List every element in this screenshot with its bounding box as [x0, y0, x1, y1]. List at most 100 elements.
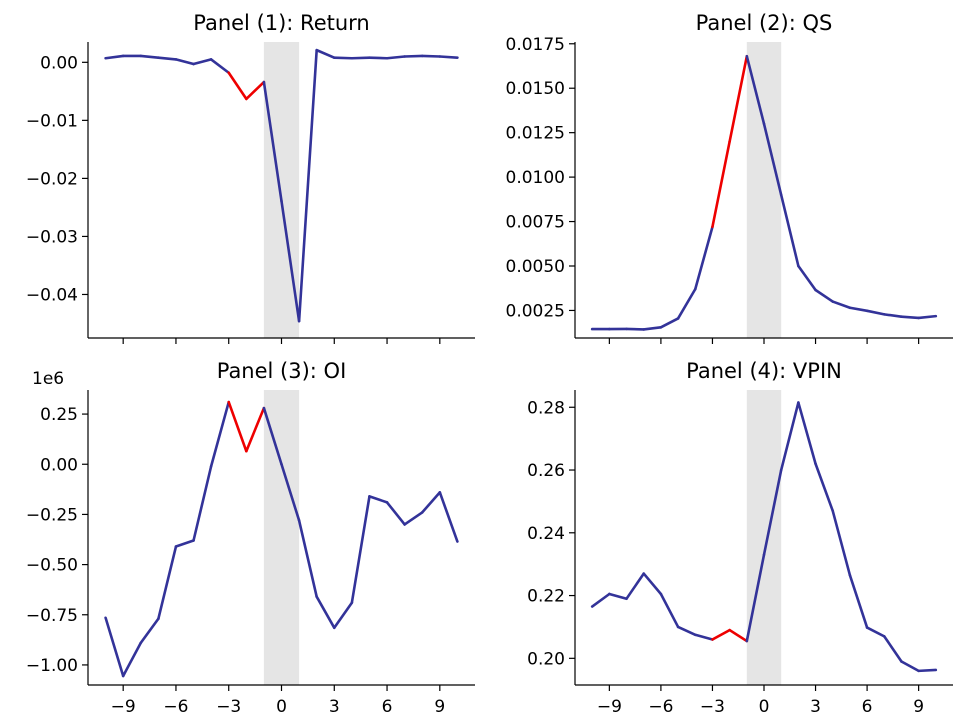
series-line-segment	[385, 501, 406, 526]
series-line-segment	[192, 58, 213, 66]
series-line-segment	[676, 625, 697, 637]
x-tick-label: 9	[434, 697, 445, 717]
panel-title: Panel (4): VPIN	[686, 359, 842, 383]
event-window-shade	[746, 42, 782, 338]
x-tick-label: 3	[810, 697, 821, 717]
series-line-segment	[917, 314, 938, 320]
series-line-segment	[403, 511, 424, 526]
series-line-segment	[262, 406, 283, 466]
panel-3: 0.25 0.00 −0.25 −0.50 −0.75 −1.00 −9 −6 −3 0 3 6 9 Pa…	[26, 359, 475, 717]
y-tick-label: −0.50	[26, 556, 78, 576]
series-line-segment	[420, 491, 442, 514]
series-line-segment	[693, 225, 714, 291]
y-tick-label: −0.04	[26, 285, 78, 305]
panel-2: 0.0025 0.0050 0.0075 0.0100 0.0125 0.0150 0.01…	[506, 11, 953, 344]
y-tick-label: 0.26	[527, 461, 565, 481]
series-line-segment	[368, 495, 389, 504]
y-tick-label: 0.28	[527, 398, 565, 418]
series-line-segment	[315, 595, 336, 630]
series-line-segment	[315, 48, 336, 59]
series-line-segment	[174, 539, 195, 548]
series-line-segment	[917, 668, 938, 673]
series-line-segment	[297, 519, 318, 599]
highlight-line-segment	[227, 71, 248, 101]
series-line-segment	[192, 464, 213, 542]
series-line-segment	[814, 462, 835, 513]
series-line-segment	[642, 326, 663, 331]
y-tick-label: −0.25	[26, 505, 78, 525]
series-line-segment	[831, 300, 852, 310]
panel-1: 0.00 −0.01 −0.02 −0.03 −0.04 Panel (1): Retur…	[26, 11, 475, 344]
y-tick-label: 0.25	[40, 405, 78, 425]
series-line-segment	[121, 641, 143, 678]
series-line-segment	[745, 553, 766, 643]
x-tick-label: 9	[913, 697, 924, 717]
series-line-segment	[385, 55, 406, 60]
series-line-segment	[280, 199, 301, 323]
series-line-segment	[693, 633, 714, 641]
series-line-segment	[139, 617, 160, 645]
series-line-segment	[608, 592, 628, 600]
x-tick-label: 0	[276, 697, 287, 717]
series-line-segment	[745, 54, 766, 126]
y-tick-label: 0.0175	[506, 35, 565, 55]
series-line-segment	[814, 288, 835, 303]
y-tick-label: 0.0050	[506, 257, 565, 277]
series-line-segment	[848, 306, 869, 313]
series-line-segment	[779, 193, 800, 268]
y-tick-label: −0.75	[26, 606, 78, 626]
y-tick-label: 0.0025	[506, 301, 565, 321]
y-tick-label: −0.03	[26, 227, 78, 247]
y-tick-label: 0.20	[527, 649, 565, 669]
series-line-segment	[625, 572, 646, 600]
series-line-segment	[297, 48, 318, 323]
x-tick-label: −9	[597, 697, 622, 717]
y-tick-label: 0.0100	[506, 168, 565, 188]
series-line-segment	[157, 545, 178, 621]
series-line-segment	[139, 54, 160, 59]
series-line-segment	[368, 56, 389, 60]
series-line-segment	[420, 54, 442, 58]
x-tick-label: −3	[700, 697, 725, 717]
y-tick-label: 0.00	[40, 455, 78, 475]
y-tick-label: 0.0150	[506, 79, 565, 99]
series-line-segment	[762, 122, 783, 197]
series-line-segment	[676, 287, 697, 320]
series-line-segment	[590, 592, 611, 608]
series-line-segment	[831, 509, 852, 577]
series-line-segment	[900, 660, 920, 673]
y-tick-label: 0.24	[527, 524, 565, 544]
x-tick-label: −6	[163, 697, 188, 717]
event-window-shade	[263, 390, 300, 685]
x-tick-label: −9	[111, 697, 136, 717]
x-tick-label: 3	[329, 697, 340, 717]
series-line-segment	[350, 56, 371, 60]
series-line-segment	[900, 315, 920, 320]
series-line-segment	[157, 56, 178, 61]
y-tick-label: 0.00	[40, 53, 78, 73]
x-tick-label: 0	[759, 697, 770, 717]
y-tick-label: 0.22	[527, 587, 565, 607]
x-tick-label: −3	[216, 697, 241, 717]
panel-title: Panel (2): QS	[696, 11, 833, 35]
series-line-segment	[625, 327, 646, 331]
series-line-segment	[882, 635, 903, 663]
x-tick-label: 6	[862, 697, 873, 717]
series-line-segment	[642, 572, 663, 596]
series-line-segment	[332, 56, 354, 60]
y-tick-label: 0.0075	[506, 213, 565, 233]
series-line-segment	[797, 264, 817, 292]
panel-4: 0.20 0.22 0.24 0.26 0.28 −9 −6 −3 0 3 6 9 Panel (4):…	[527, 359, 953, 717]
panel-title: Panel (1): Return	[193, 11, 370, 35]
highlight-line-segment	[245, 406, 266, 453]
highlight-line-segment	[711, 628, 731, 641]
y-tick-label: −1.00	[26, 656, 78, 676]
highlight-line-segment	[728, 628, 749, 643]
series-line-segment	[262, 80, 283, 203]
series-line-segment	[209, 400, 231, 468]
x-tick-label: 6	[382, 697, 393, 717]
y-tick-label: −0.02	[26, 169, 78, 189]
series-line-segment	[848, 573, 869, 629]
y-tick-label: 0.0125	[506, 124, 565, 144]
